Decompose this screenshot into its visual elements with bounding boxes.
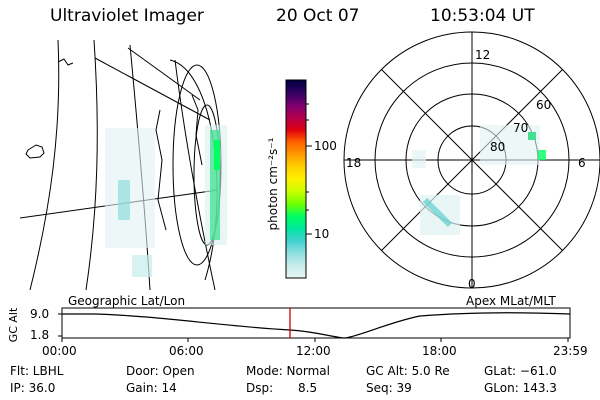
mlt-line-diagonal: [381, 69, 563, 251]
instrument-title: Ultraviolet Imager: [50, 6, 204, 26]
dsp-label: Dsp:: [246, 381, 274, 395]
altitude-curve: [62, 312, 571, 339]
glat-info: GLat: −61.0: [484, 364, 557, 378]
coastline: [57, 58, 74, 66]
colorbar-unit-label: photon cm⁻²s⁻¹: [266, 137, 280, 231]
strip-y-tick-low: 1.8: [30, 328, 50, 342]
meridian-line: [29, 40, 60, 290]
strip-x-tick: 12:00: [296, 344, 331, 358]
strip-y-axis-label: GC Alt: [7, 307, 20, 343]
strip-x-tick: 18:00: [422, 344, 457, 358]
mlt-label-18: 18: [346, 156, 362, 170]
coastline: [155, 109, 167, 231]
parallel-line: [127, 47, 201, 101]
colorbar-tick-10: 10: [314, 227, 330, 241]
flt-info: Flt: LBHL: [10, 364, 64, 378]
door-info: Door: Open: [126, 364, 195, 378]
polar-plot: [343, 31, 600, 289]
aurora-polar: [412, 125, 546, 235]
gc-alt-info: GC Alt: 5.0 Re: [366, 364, 450, 378]
dsp-value: 8.5: [298, 381, 318, 395]
lat-label-70: 70: [513, 121, 529, 135]
glon-info: GLon: 143.3: [484, 381, 557, 395]
time-label: 10:53:04 UT: [430, 6, 535, 26]
date-label: 20 Oct 07: [276, 6, 360, 26]
colorbar: [285, 79, 307, 279]
strip-x-tick: 06:00: [169, 344, 204, 358]
lat-label-80: 80: [490, 140, 506, 154]
strip-y-tick-high: 9.0: [30, 307, 50, 321]
mlt-label-6: 6: [578, 156, 586, 170]
apex-caption: Apex MLat/MLT: [466, 294, 556, 308]
coastline: [25, 144, 45, 159]
lat-label-60: 60: [536, 98, 552, 112]
meridian-line: [85, 40, 98, 290]
geo-caption: Geographic Lat/Lon: [68, 294, 186, 308]
altitude-strip: [58, 307, 571, 342]
colorbar-tick-100: 100: [314, 139, 337, 153]
gain-info: Gain: 14: [126, 381, 177, 395]
parallel-line: [94, 57, 211, 121]
mlt-label-12: 12: [475, 48, 491, 62]
ip-info: IP: 36.0: [10, 381, 56, 395]
aurora-geo: [105, 125, 227, 277]
strip-x-tick: 23:59: [553, 344, 588, 358]
strip-x-tick: 00:00: [42, 344, 77, 358]
coastline: [191, 94, 203, 166]
colorbar-ticks: [306, 103, 312, 235]
seq-info: Seq: 39: [366, 381, 412, 395]
mode-info: Mode: Normal: [246, 364, 330, 378]
mlt-label-0: 0: [468, 277, 476, 291]
